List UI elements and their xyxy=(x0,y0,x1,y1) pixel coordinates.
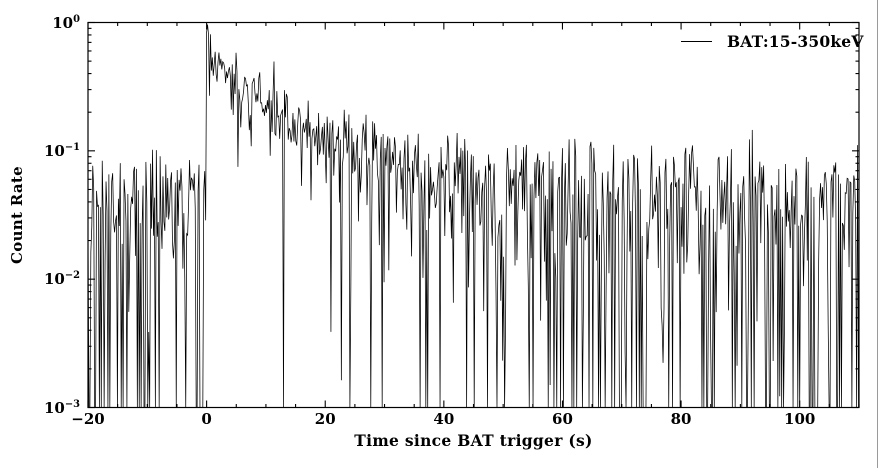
legend: BAT:15-350keV xyxy=(681,32,864,51)
x-tick-label: −20 xyxy=(71,410,105,428)
y-tick-label: 10−3 xyxy=(43,398,80,417)
window-border xyxy=(876,0,878,468)
y-tick-label: 10−1 xyxy=(43,141,80,160)
x-tick-label: 0 xyxy=(201,410,212,428)
x-tick-label: 80 xyxy=(670,410,692,428)
legend-label: BAT:15-350keV xyxy=(727,32,864,51)
legend-line-sample xyxy=(681,41,712,42)
x-tick-label: 40 xyxy=(433,410,455,428)
y-tick-label: 10−2 xyxy=(43,270,80,289)
x-axis-title: Time since BAT trigger (s) xyxy=(354,431,593,450)
y-tick-label: 100 xyxy=(52,13,80,32)
x-tick-label: 20 xyxy=(314,410,336,428)
x-tick-label: 100 xyxy=(784,410,816,428)
x-tick-label: 60 xyxy=(552,410,573,428)
y-axis-title: Count Rate xyxy=(8,166,26,264)
